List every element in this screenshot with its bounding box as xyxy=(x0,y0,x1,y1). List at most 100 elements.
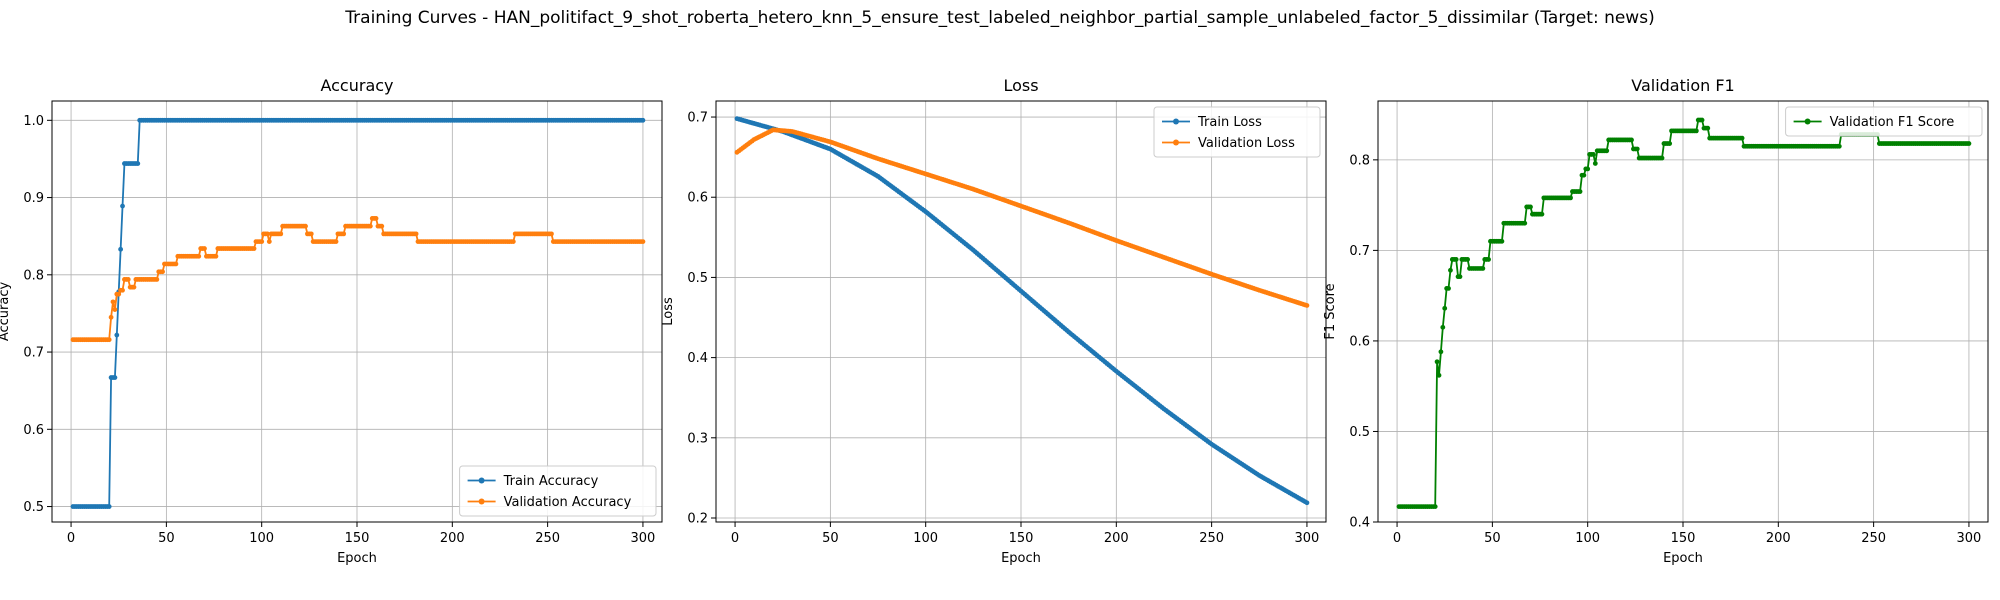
chart-panel-2: 0 50 100 150 200 250 300 0.2 0.3 0.4 0.5 0.6 0.7 Loss… xyxy=(661,76,1327,566)
y-tick-label: 0.2 xyxy=(687,511,708,526)
data-point xyxy=(202,246,207,251)
data-point xyxy=(278,231,284,237)
data-point xyxy=(1436,372,1442,378)
data-point xyxy=(259,239,265,244)
data-point xyxy=(120,287,125,293)
data-point xyxy=(108,314,114,320)
x-tick-label: 250 xyxy=(1861,531,1886,546)
data-point xyxy=(1465,257,1470,262)
data-point xyxy=(106,337,112,343)
legend-label: Train Accuracy xyxy=(503,474,599,489)
x-tick-label: 100 xyxy=(913,531,938,546)
data-point xyxy=(1446,286,1451,291)
legend-box xyxy=(1785,106,1983,137)
legend-label: Validation F1 Score xyxy=(1830,115,1955,130)
legend-swatch-marker xyxy=(1173,118,1179,125)
data-point xyxy=(112,375,118,380)
y-axis-label: Loss xyxy=(661,297,676,326)
legend-box xyxy=(459,465,657,517)
x-axis-label: Epoch xyxy=(337,551,377,566)
y-tick-label: 0.6 xyxy=(1349,334,1370,349)
data-point xyxy=(1581,172,1587,178)
x-tick-label: 50 xyxy=(822,531,839,546)
data-point xyxy=(1304,303,1310,308)
y-tick-label: 0.6 xyxy=(687,191,708,206)
data-point xyxy=(549,231,554,237)
series-train-accuracy xyxy=(70,117,646,509)
data-point xyxy=(1522,220,1528,226)
figure-title: Training Curves - HAN_politifact_9_shot_… xyxy=(345,8,1655,28)
data-point xyxy=(213,253,219,259)
x-tick-label: 150 xyxy=(1671,531,1696,546)
y-tick-label: 0.5 xyxy=(1349,425,1370,440)
x-tick-label: 250 xyxy=(1199,531,1224,546)
data-point xyxy=(1434,359,1440,365)
data-point xyxy=(265,231,270,237)
x-tick-label: 200 xyxy=(1766,531,1791,546)
data-point xyxy=(1836,143,1842,149)
y-axis-label: Accuracy xyxy=(0,282,12,342)
series-validation-loss xyxy=(734,127,1310,308)
series-train-loss xyxy=(734,116,1310,506)
data-point xyxy=(1539,211,1545,217)
legend-swatch-marker xyxy=(1804,118,1811,125)
data-point xyxy=(173,261,179,267)
x-tick-label: 100 xyxy=(249,531,274,546)
data-point xyxy=(266,239,272,244)
data-point xyxy=(1528,204,1533,210)
series-validation-accuracy xyxy=(70,216,646,343)
chart-title: Accuracy xyxy=(320,76,393,95)
data-point xyxy=(303,223,308,229)
x-tick-label: 0 xyxy=(1393,531,1401,546)
data-point xyxy=(640,239,646,244)
y-tick-label: 0.5 xyxy=(23,500,44,515)
legend-label: Train Loss xyxy=(1197,115,1262,130)
chart-panel-3: 0 50 100 150 200 250 300 0.4 0.5 0.6 0.7 0.8 Validat… xyxy=(1323,76,1989,566)
data-point xyxy=(1457,274,1463,280)
legend-swatch-marker xyxy=(1173,139,1179,146)
y-tick-label: 0.4 xyxy=(687,351,708,366)
data-point xyxy=(1568,195,1573,201)
x-axis-label: Epoch xyxy=(1001,551,1041,566)
data-point xyxy=(379,223,385,229)
data-point xyxy=(154,277,160,282)
data-point xyxy=(196,253,202,259)
x-tick-label: 300 xyxy=(631,531,656,546)
x-tick-label: 300 xyxy=(1957,531,1982,546)
x-tick-label: 0 xyxy=(731,531,739,546)
data-point xyxy=(1448,267,1453,273)
data-point xyxy=(1432,504,1438,510)
legend-swatch-marker xyxy=(478,498,485,505)
legend: Train Loss Validation Loss xyxy=(1153,106,1321,158)
chart-title: Validation F1 xyxy=(1631,76,1734,95)
chart-panel-1: 0 50 100 150 200 250 300 0.5 0.6 0.7 0.8 0.9 1.0 Accu… xyxy=(0,76,663,566)
y-tick-label: 0.5 xyxy=(687,271,708,286)
x-tick-label: 100 xyxy=(1575,531,1600,546)
legend-swatch-marker xyxy=(478,477,485,484)
x-tick-label: 50 xyxy=(158,531,175,546)
data-point xyxy=(1585,166,1591,172)
x-tick-label: 300 xyxy=(1295,531,1320,546)
y-tick-label: 1.0 xyxy=(23,114,44,129)
data-point xyxy=(341,231,347,237)
data-point xyxy=(1577,189,1583,194)
x-tick-label: 200 xyxy=(1104,531,1129,546)
data-point xyxy=(1592,161,1598,166)
data-point xyxy=(251,246,257,251)
data-point xyxy=(131,284,137,290)
data-point xyxy=(1966,141,1972,146)
data-point xyxy=(114,332,120,338)
data-point xyxy=(1440,324,1446,330)
data-point xyxy=(413,231,419,237)
y-tick-label: 0.3 xyxy=(687,431,708,446)
y-tick-label: 0.9 xyxy=(23,191,44,206)
data-point xyxy=(1480,266,1486,271)
data-point xyxy=(1699,117,1705,123)
data-point xyxy=(110,299,116,305)
y-tick-label: 0.7 xyxy=(1349,244,1370,259)
data-point xyxy=(1629,137,1634,143)
data-point xyxy=(106,504,112,509)
y-axis-label: F1 Score xyxy=(1323,283,1338,339)
y-tick-label: 0.7 xyxy=(687,111,708,126)
y-tick-label: 0.8 xyxy=(23,268,44,283)
